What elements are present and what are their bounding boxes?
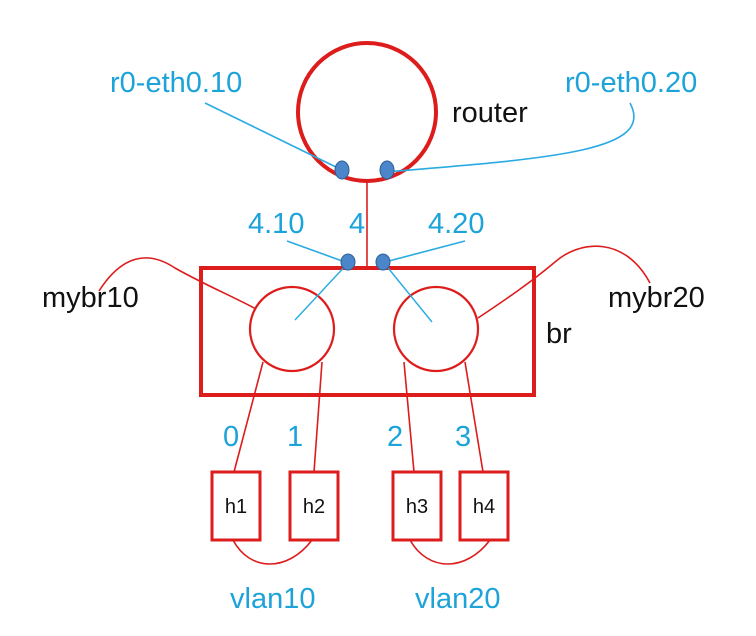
bridge-left-leader	[98, 257, 257, 310]
subport-left-label: 4.10	[248, 208, 304, 240]
vlan20-label: vlan20	[415, 583, 500, 615]
router-port-right	[379, 160, 395, 180]
bridge-left-node	[248, 285, 336, 373]
subport-right	[375, 253, 391, 271]
port-3-link	[464, 361, 484, 473]
switch-box	[199, 266, 536, 397]
bridge-right-leader	[477, 245, 651, 319]
router-port-left	[334, 160, 350, 180]
bridge-right-node	[392, 285, 480, 373]
port-2-link	[403, 361, 415, 473]
router-iface-left-leader	[204, 102, 341, 170]
port-0-link	[233, 361, 264, 473]
bridge-left-label: mybr10	[42, 282, 139, 314]
host-h3	[391, 470, 443, 542]
vlan10-label: vlan10	[230, 583, 315, 615]
port-2-label: 2	[387, 421, 403, 453]
switch-label: br	[546, 318, 572, 350]
port-1-label: 1	[287, 421, 303, 453]
router-label: router	[452, 97, 528, 129]
host-h1	[210, 470, 262, 542]
host-h1-label: h1	[225, 496, 247, 518]
host-h2-label: h2	[303, 496, 325, 518]
vlan20-group-curve	[409, 539, 491, 565]
trunk-port-label: 4	[349, 208, 365, 240]
vlan10-group-curve	[232, 539, 313, 565]
router-node	[296, 41, 438, 183]
subport-right-leader	[384, 240, 466, 263]
host-h3-label: h3	[406, 496, 428, 518]
router-iface-right-label: r0-eth0.20	[565, 67, 697, 99]
subport-left-leader	[286, 240, 346, 263]
port-0-label: 0	[223, 421, 239, 453]
subport-right-bridge-link	[383, 262, 433, 323]
host-h2	[288, 470, 340, 542]
bridge-right-label: mybr20	[608, 282, 705, 314]
subport-left	[340, 253, 356, 271]
router-iface-right-leader	[384, 102, 635, 173]
port-1-link	[313, 361, 323, 473]
host-h4-label: h4	[473, 496, 495, 518]
port-3-label: 3	[455, 421, 471, 453]
subport-right-label: 4.20	[428, 208, 484, 240]
subport-left-bridge-link	[294, 262, 349, 321]
router-iface-left-label: r0-eth0.10	[110, 67, 242, 99]
host-h4	[458, 470, 510, 542]
